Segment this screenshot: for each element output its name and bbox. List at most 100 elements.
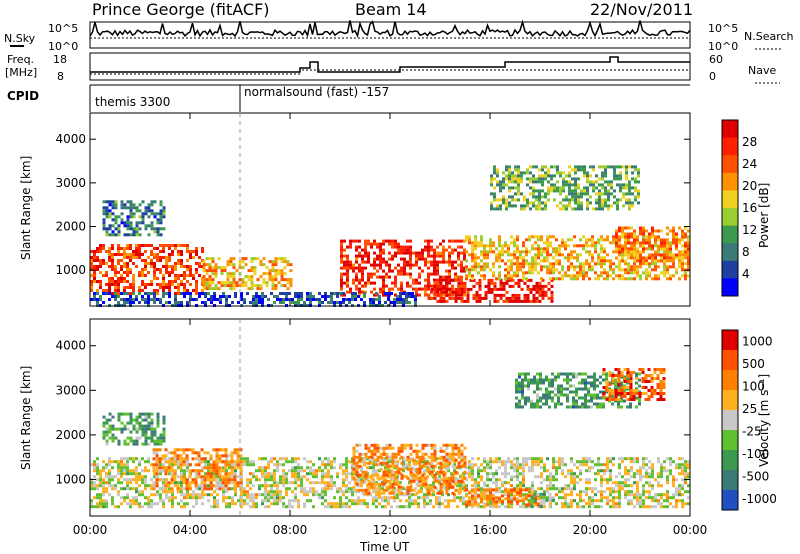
power-cell — [217, 266, 221, 270]
power-cell — [129, 283, 132, 286]
velocity-cell — [155, 448, 159, 452]
velocity-cell — [615, 502, 618, 506]
velocity-cell — [201, 490, 204, 494]
velocity-cell — [501, 484, 504, 488]
power-cell — [309, 295, 312, 298]
power-cell — [579, 268, 582, 272]
power-cell — [129, 221, 133, 225]
velocity-cell — [168, 496, 171, 500]
velocity-cell — [621, 481, 624, 485]
power-cell — [153, 298, 156, 301]
power-cell — [271, 287, 275, 291]
velocity-cell — [582, 499, 585, 503]
power-cell — [610, 165, 613, 169]
velocity-cell — [555, 487, 558, 491]
power-cell — [271, 269, 275, 273]
power-cell — [114, 268, 117, 271]
noise-sky-line — [89, 19, 691, 38]
power-cell — [144, 292, 147, 295]
power-cell — [231, 301, 234, 304]
power-cell — [547, 189, 550, 193]
power-cell — [532, 299, 536, 303]
power-cell — [126, 200, 130, 204]
noise-right-label: N.Search — [744, 30, 794, 43]
power-cell — [574, 177, 577, 181]
power-cell — [558, 262, 561, 266]
power-cell — [189, 256, 192, 259]
velocity-cell — [495, 484, 498, 488]
power-cell — [352, 281, 355, 285]
velocity-cell — [423, 499, 426, 503]
power-cell — [448, 254, 451, 258]
velocity-cell — [561, 502, 564, 506]
velocity-cell — [501, 481, 504, 485]
velocity-cell — [684, 466, 687, 470]
velocity-cell — [543, 490, 546, 494]
velocity-cell — [327, 502, 330, 506]
power-cell — [597, 262, 600, 266]
velocity-cell — [657, 475, 660, 479]
power-cell — [114, 280, 117, 283]
power-cell — [168, 256, 171, 259]
power-cell — [645, 277, 648, 281]
velocity-cell — [468, 472, 471, 476]
velocity-cell — [588, 496, 591, 500]
power-cell — [627, 235, 630, 239]
power-cell — [520, 180, 523, 184]
power-cell — [532, 174, 535, 178]
power-cell — [168, 280, 171, 283]
velocity-cell — [252, 460, 255, 464]
power-cell — [508, 278, 512, 282]
velocity-cell — [179, 466, 183, 470]
velocity-cell — [144, 466, 147, 470]
velocity-cell — [207, 499, 210, 503]
power-cell — [207, 298, 210, 301]
velocity-cell — [164, 457, 168, 461]
power-cell — [226, 278, 230, 282]
velocity-cell — [170, 457, 174, 461]
velocity-cell — [552, 457, 555, 461]
power-cell — [129, 268, 132, 271]
velocity-cell — [93, 505, 96, 509]
power-cell — [648, 256, 651, 260]
velocity-cell — [246, 493, 249, 497]
power-cell — [552, 250, 555, 254]
power-cell — [538, 287, 542, 291]
power-cell — [402, 301, 405, 304]
velocity-cell — [624, 478, 627, 482]
power-cell — [502, 195, 505, 199]
power-cell — [255, 298, 258, 301]
power-cell — [274, 257, 278, 261]
velocity-cell — [546, 496, 549, 500]
power-cell — [495, 247, 498, 251]
power-cell — [510, 235, 513, 239]
power-cell — [361, 254, 364, 258]
power-cell — [165, 283, 168, 286]
power-cell — [394, 275, 397, 279]
power-cell — [511, 180, 514, 184]
power-cell — [684, 274, 687, 278]
velocity-cell — [660, 463, 663, 467]
power-cell — [514, 204, 517, 208]
velocity-cell — [606, 499, 609, 503]
power-cell — [604, 165, 607, 169]
velocity-cell — [615, 481, 618, 485]
power-cell — [336, 292, 339, 295]
power-cell — [636, 271, 639, 275]
velocity-cell — [230, 475, 234, 479]
power-cell — [541, 168, 544, 172]
power-cell — [114, 298, 117, 301]
power-cell — [108, 292, 111, 295]
power-cell — [537, 244, 540, 248]
velocity-cell — [630, 466, 633, 470]
power-cell — [195, 262, 198, 265]
power-cell — [606, 253, 609, 257]
power-cell — [120, 298, 123, 301]
power-cell — [541, 201, 544, 205]
power-cell — [220, 269, 224, 273]
velocity-cell — [155, 460, 159, 464]
velocity-cell — [537, 463, 540, 467]
power-cell — [99, 295, 102, 298]
velocity-cell — [352, 467, 356, 471]
power-cell — [613, 174, 616, 178]
